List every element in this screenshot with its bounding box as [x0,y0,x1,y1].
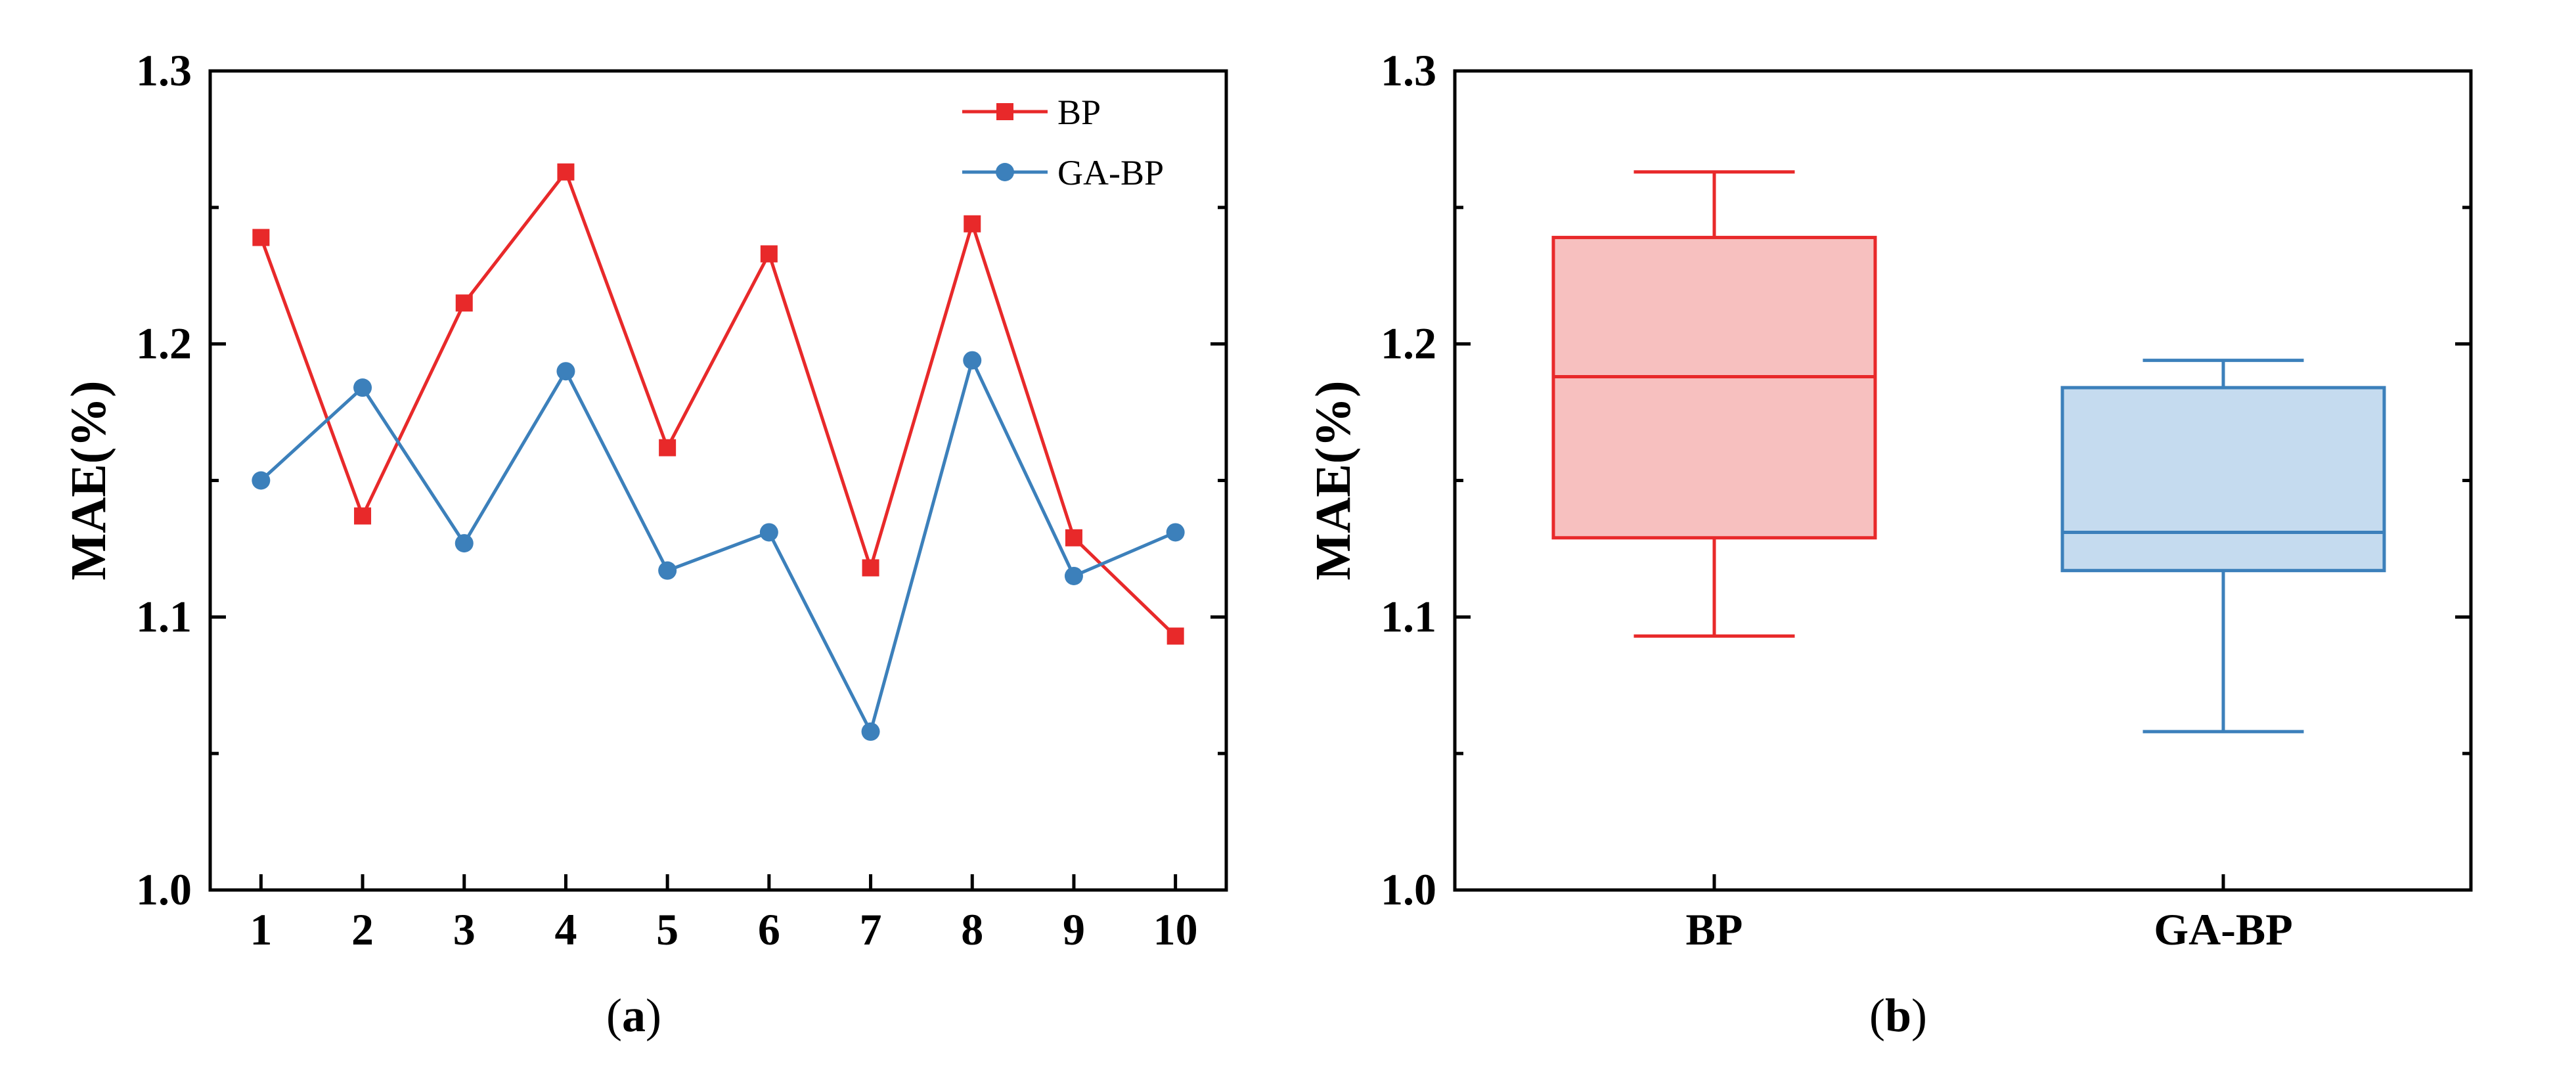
panel-caption-letter-a: a [622,989,646,1042]
panel-caption-b: (b) [1869,989,1927,1042]
legend-label-bp: BP [1057,93,1101,132]
data-point-bp [659,439,677,456]
data-point-ga-bp [963,351,982,370]
y-axis-title-a: MAE(%) [61,381,116,581]
y-tick-label-b: 1.0 [1381,864,1436,914]
y-tick-label-b: 1.3 [1381,45,1436,95]
x-tick-label-a: 4 [554,904,577,954]
box-bp [1551,236,1877,540]
data-point-bp [252,229,270,246]
data-point-ga-bp [1166,523,1185,542]
panel-caption-a: (a) [606,989,661,1042]
data-point-bp [1065,529,1082,546]
x-tick-label-a: 2 [351,904,374,954]
y-tick-label-b: 1.2 [1381,319,1436,368]
panel-a-line-chart: 1.0 1.1 1.2 1.3 1 2 3 4 5 6 7 8 9 10 MAE(%) BP GA-BP (a) [61,45,1228,1042]
y-tick-label-a: 1.0 [136,864,192,914]
x-tick-label-a: 10 [1153,904,1198,954]
data-point-ga-bp [353,378,372,397]
y-tick-label-a: 1.2 [136,319,192,368]
data-point-ga-bp [658,561,677,580]
x-tick-label-a: 8 [961,904,983,954]
data-point-ga-bp [455,534,474,553]
y-tick-label-b: 1.1 [1381,591,1436,641]
plot-frame-a [208,69,1228,892]
y-tick-label-a: 1.1 [136,591,192,641]
data-point-bp [760,245,778,263]
data-point-bp [964,215,981,233]
data-point-bp [455,294,473,312]
x-tick-label-a: 9 [1063,904,1085,954]
data-point-bp [1166,627,1184,645]
y-tick-label-a: 1.3 [136,45,192,95]
x-tick-label-b: GA-BP [2154,904,2293,954]
data-point-ga-bp [1064,566,1083,585]
legend-marker-ga-bp [996,163,1014,181]
data-point-ga-bp [861,722,880,741]
x-tick-label-a: 5 [656,904,678,954]
legend-label-ga-bp: GA-BP [1057,153,1164,192]
series-line-bp [259,168,1177,638]
x-tick-label-a: 3 [453,904,476,954]
data-point-bp [557,163,575,181]
panel-b-box-plot: 1.0 1.1 1.2 1.3 MAE(%) BP GA-BP (b) [1306,45,2473,1042]
x-tick-label-a: 6 [758,904,780,954]
legend-marker-bp [996,103,1013,120]
x-tick-label-a: 1 [250,904,272,954]
series-line-ga-bp [259,355,1176,736]
x-tick-label-b: BP [1686,904,1743,954]
data-point-bp [862,559,879,577]
data-point-bp [354,507,372,525]
data-point-ga-bp [252,471,271,490]
x-tick-label-a: 7 [860,904,882,954]
box-ga-bp [2060,386,2386,573]
y-axis-title-b: MAE(%) [1306,381,1361,581]
data-point-ga-bp [556,362,575,381]
data-point-ga-bp [759,523,778,542]
panel-caption-letter-b: b [1885,989,1911,1042]
